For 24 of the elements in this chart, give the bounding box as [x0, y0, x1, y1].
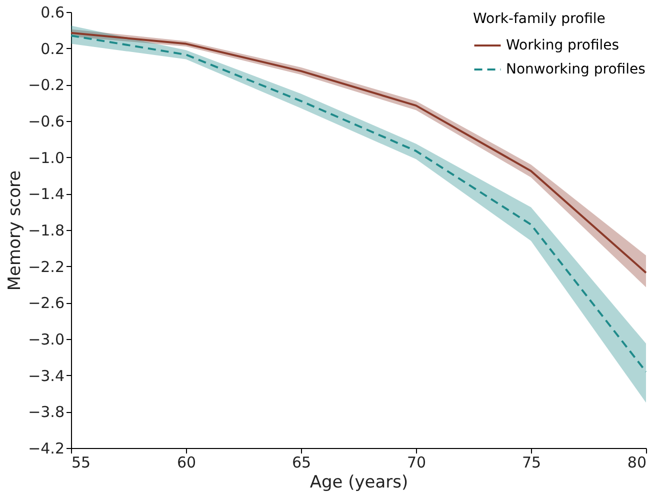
y-tick-label: −1.4 [28, 185, 64, 204]
legend-label: Working profiles [506, 38, 620, 54]
y-tick-label: −3.4 [28, 366, 64, 385]
x-tick-label: 55 [72, 454, 91, 472]
y-tick-label: −3.0 [28, 330, 64, 348]
y-tick-label: −0.6 [28, 112, 64, 130]
legend-label: Nonworking profiles [506, 62, 646, 78]
legend-title: Work-family profile [473, 11, 606, 27]
x-axis-title: Age (years) [310, 472, 408, 492]
y-tick-label: −0.2 [28, 76, 64, 94]
y-tick-label: −3.8 [28, 403, 64, 422]
y-tick-label: −2.6 [28, 294, 64, 312]
y-tick-label: 0.6 [40, 4, 64, 22]
x-tick-label: 75 [522, 454, 542, 472]
y-tick-label: −2.2 [28, 258, 64, 276]
y-tick-label: −1.8 [28, 222, 64, 240]
x-tick-label: 80 [627, 454, 646, 472]
x-tick-label: 65 [292, 454, 312, 472]
y-tick-label: 0.2 [40, 40, 64, 58]
y-tick-label: −1.0 [28, 148, 64, 167]
y-axis-title: Memory score [5, 170, 26, 291]
x-tick-label: 60 [176, 454, 196, 472]
y-tick-label: −4.2 [28, 440, 64, 458]
x-tick-label: 70 [406, 454, 426, 472]
